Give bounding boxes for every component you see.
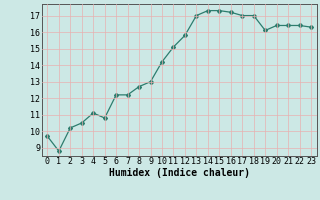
X-axis label: Humidex (Indice chaleur): Humidex (Indice chaleur) — [109, 168, 250, 178]
